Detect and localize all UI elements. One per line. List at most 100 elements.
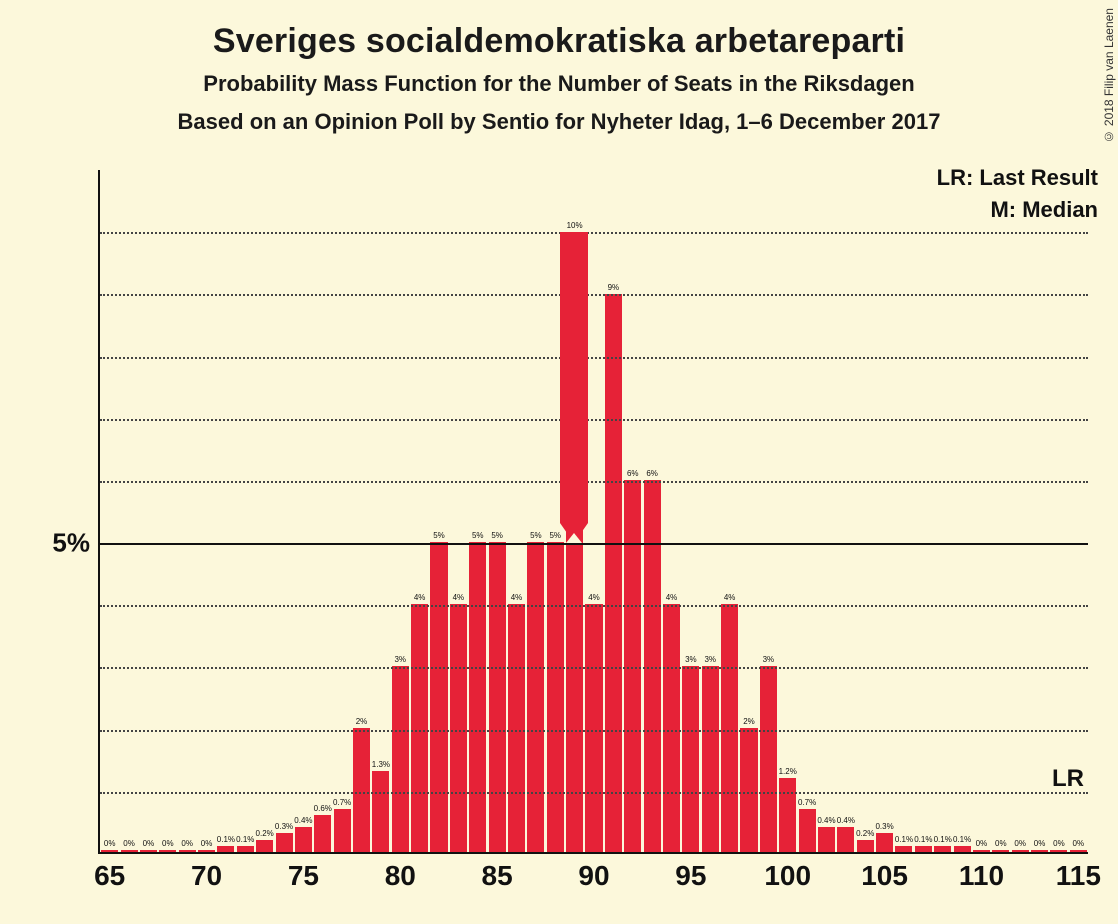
bar-label-74: 0.3%: [275, 822, 293, 833]
bar-label-76: 0.6%: [314, 804, 332, 815]
gridline-5: [100, 543, 1088, 545]
bar-79: 1.3%: [372, 771, 389, 852]
bar-label-84: 5%: [472, 531, 484, 542]
y-axis-label-5: 5%: [40, 528, 90, 559]
bar-label-93: 6%: [646, 469, 658, 480]
bar-82: 5%: [430, 542, 447, 852]
gridline-8: [100, 357, 1088, 359]
x-tick-110: 110: [959, 860, 1004, 892]
bar-label-73: 0.2%: [256, 829, 274, 840]
bar-label-70: 0%: [201, 839, 213, 850]
bar-label-66: 0%: [123, 839, 135, 850]
bar-109: 0.1%: [954, 846, 971, 852]
bar-label-112: 0%: [1014, 839, 1026, 850]
bar-label-67: 0%: [143, 839, 155, 850]
bar-104: 0.2%: [857, 840, 874, 852]
plot-region: 0%0%0%0%0%0%0.1%0.1%0.2%0.3%0.4%0.6%0.7%…: [98, 170, 1088, 854]
bar-label-101: 0.7%: [798, 798, 816, 809]
bar-80: 3%: [392, 666, 409, 852]
x-tick-65: 65: [94, 860, 125, 892]
bar-label-103: 0.4%: [837, 816, 855, 827]
x-tick-80: 80: [385, 860, 416, 892]
x-tick-75: 75: [288, 860, 319, 892]
bar-72: 0.1%: [237, 846, 254, 852]
bar-label-111: 0%: [995, 839, 1007, 850]
bar-100: 1.2%: [779, 778, 796, 852]
bar-label-109: 0.1%: [953, 835, 971, 846]
x-tick-100: 100: [764, 860, 811, 892]
bar-71: 0.1%: [217, 846, 234, 852]
bar-108: 0.1%: [934, 846, 951, 852]
bar-label-106: 0.1%: [895, 835, 913, 846]
gridline-9: [100, 294, 1088, 296]
bar-label-90: 4%: [588, 593, 600, 604]
gridline-6: [100, 481, 1088, 483]
bar-68: 0%: [159, 850, 176, 852]
bar-96: 3%: [702, 666, 719, 852]
bar-75: 0.4%: [295, 827, 312, 852]
bar-90: 4%: [585, 604, 602, 852]
x-ticks-container: 65707580859095100105110115: [100, 854, 1088, 904]
bar-label-97: 4%: [724, 593, 736, 604]
bar-113: 0%: [1031, 850, 1048, 852]
bar-label-82: 5%: [433, 531, 445, 542]
chart-title: Sveriges socialdemokratiska arbetarepart…: [0, 22, 1118, 61]
gridline-1: [100, 792, 1088, 794]
bar-label-68: 0%: [162, 839, 174, 850]
bar-111: 0%: [992, 850, 1009, 852]
bar-78: 2%: [353, 728, 370, 852]
copyright-text: © 2018 Filip van Laenen: [1102, 8, 1116, 143]
bar-107: 0.1%: [915, 846, 932, 852]
bar-label-91: 9%: [608, 283, 620, 294]
bar-label-110: 0%: [976, 839, 988, 850]
bar-83: 4%: [450, 604, 467, 852]
bar-label-92: 6%: [627, 469, 639, 480]
bar-88: 5%: [547, 542, 564, 852]
bar-106: 0.1%: [895, 846, 912, 852]
bar-label-114: 0%: [1053, 839, 1065, 850]
bar-label-104: 0.2%: [856, 829, 874, 840]
bar-label-72: 0.1%: [236, 835, 254, 846]
bar-77: 0.7%: [334, 809, 351, 852]
bar-85: 5%: [489, 542, 506, 852]
bar-91: 9%: [605, 294, 622, 852]
bar-76: 0.6%: [314, 815, 331, 852]
bar-label-96: 3%: [704, 655, 716, 666]
bar-70: 0%: [198, 850, 215, 852]
chart-area: LR: Last Result M: Median 0%0%0%0%0%0%0.…: [40, 170, 1098, 904]
bar-101: 0.7%: [799, 809, 816, 852]
bar-label-115: 0%: [1073, 839, 1085, 850]
gridline-3: [100, 667, 1088, 669]
bar-label-86: 4%: [511, 593, 523, 604]
x-tick-90: 90: [578, 860, 609, 892]
bar-115: 0%: [1070, 850, 1087, 852]
bar-102: 0.4%: [818, 827, 835, 852]
bar-label-69: 0%: [181, 839, 193, 850]
bar-95: 3%: [682, 666, 699, 852]
bar-label-98: 2%: [743, 717, 755, 728]
bar-label-107: 0.1%: [914, 835, 932, 846]
bar-label-87: 5%: [530, 531, 542, 542]
bar-label-100: 1.2%: [779, 767, 797, 778]
bar-84: 5%: [469, 542, 486, 852]
bar-label-89: 10%: [567, 221, 583, 232]
bar-label-99: 3%: [763, 655, 775, 666]
chart-subtitle-2: Based on an Opinion Poll by Sentio for N…: [0, 109, 1118, 135]
bar-81: 4%: [411, 604, 428, 852]
x-tick-70: 70: [191, 860, 222, 892]
bar-65: 0%: [101, 850, 118, 852]
bar-label-113: 0%: [1034, 839, 1046, 850]
bar-97: 4%: [721, 604, 738, 852]
bar-label-85: 5%: [491, 531, 503, 542]
gridline-7: [100, 419, 1088, 421]
bar-73: 0.2%: [256, 840, 273, 852]
bar-67: 0%: [140, 850, 157, 852]
bar-label-78: 2%: [356, 717, 368, 728]
bar-label-65: 0%: [104, 839, 116, 850]
bar-93: 6%: [644, 480, 661, 852]
bar-94: 4%: [663, 604, 680, 852]
x-tick-85: 85: [482, 860, 513, 892]
bar-74: 0.3%: [276, 833, 293, 852]
chart-subtitle-1: Probability Mass Function for the Number…: [0, 71, 1118, 97]
bar-99: 3%: [760, 666, 777, 852]
